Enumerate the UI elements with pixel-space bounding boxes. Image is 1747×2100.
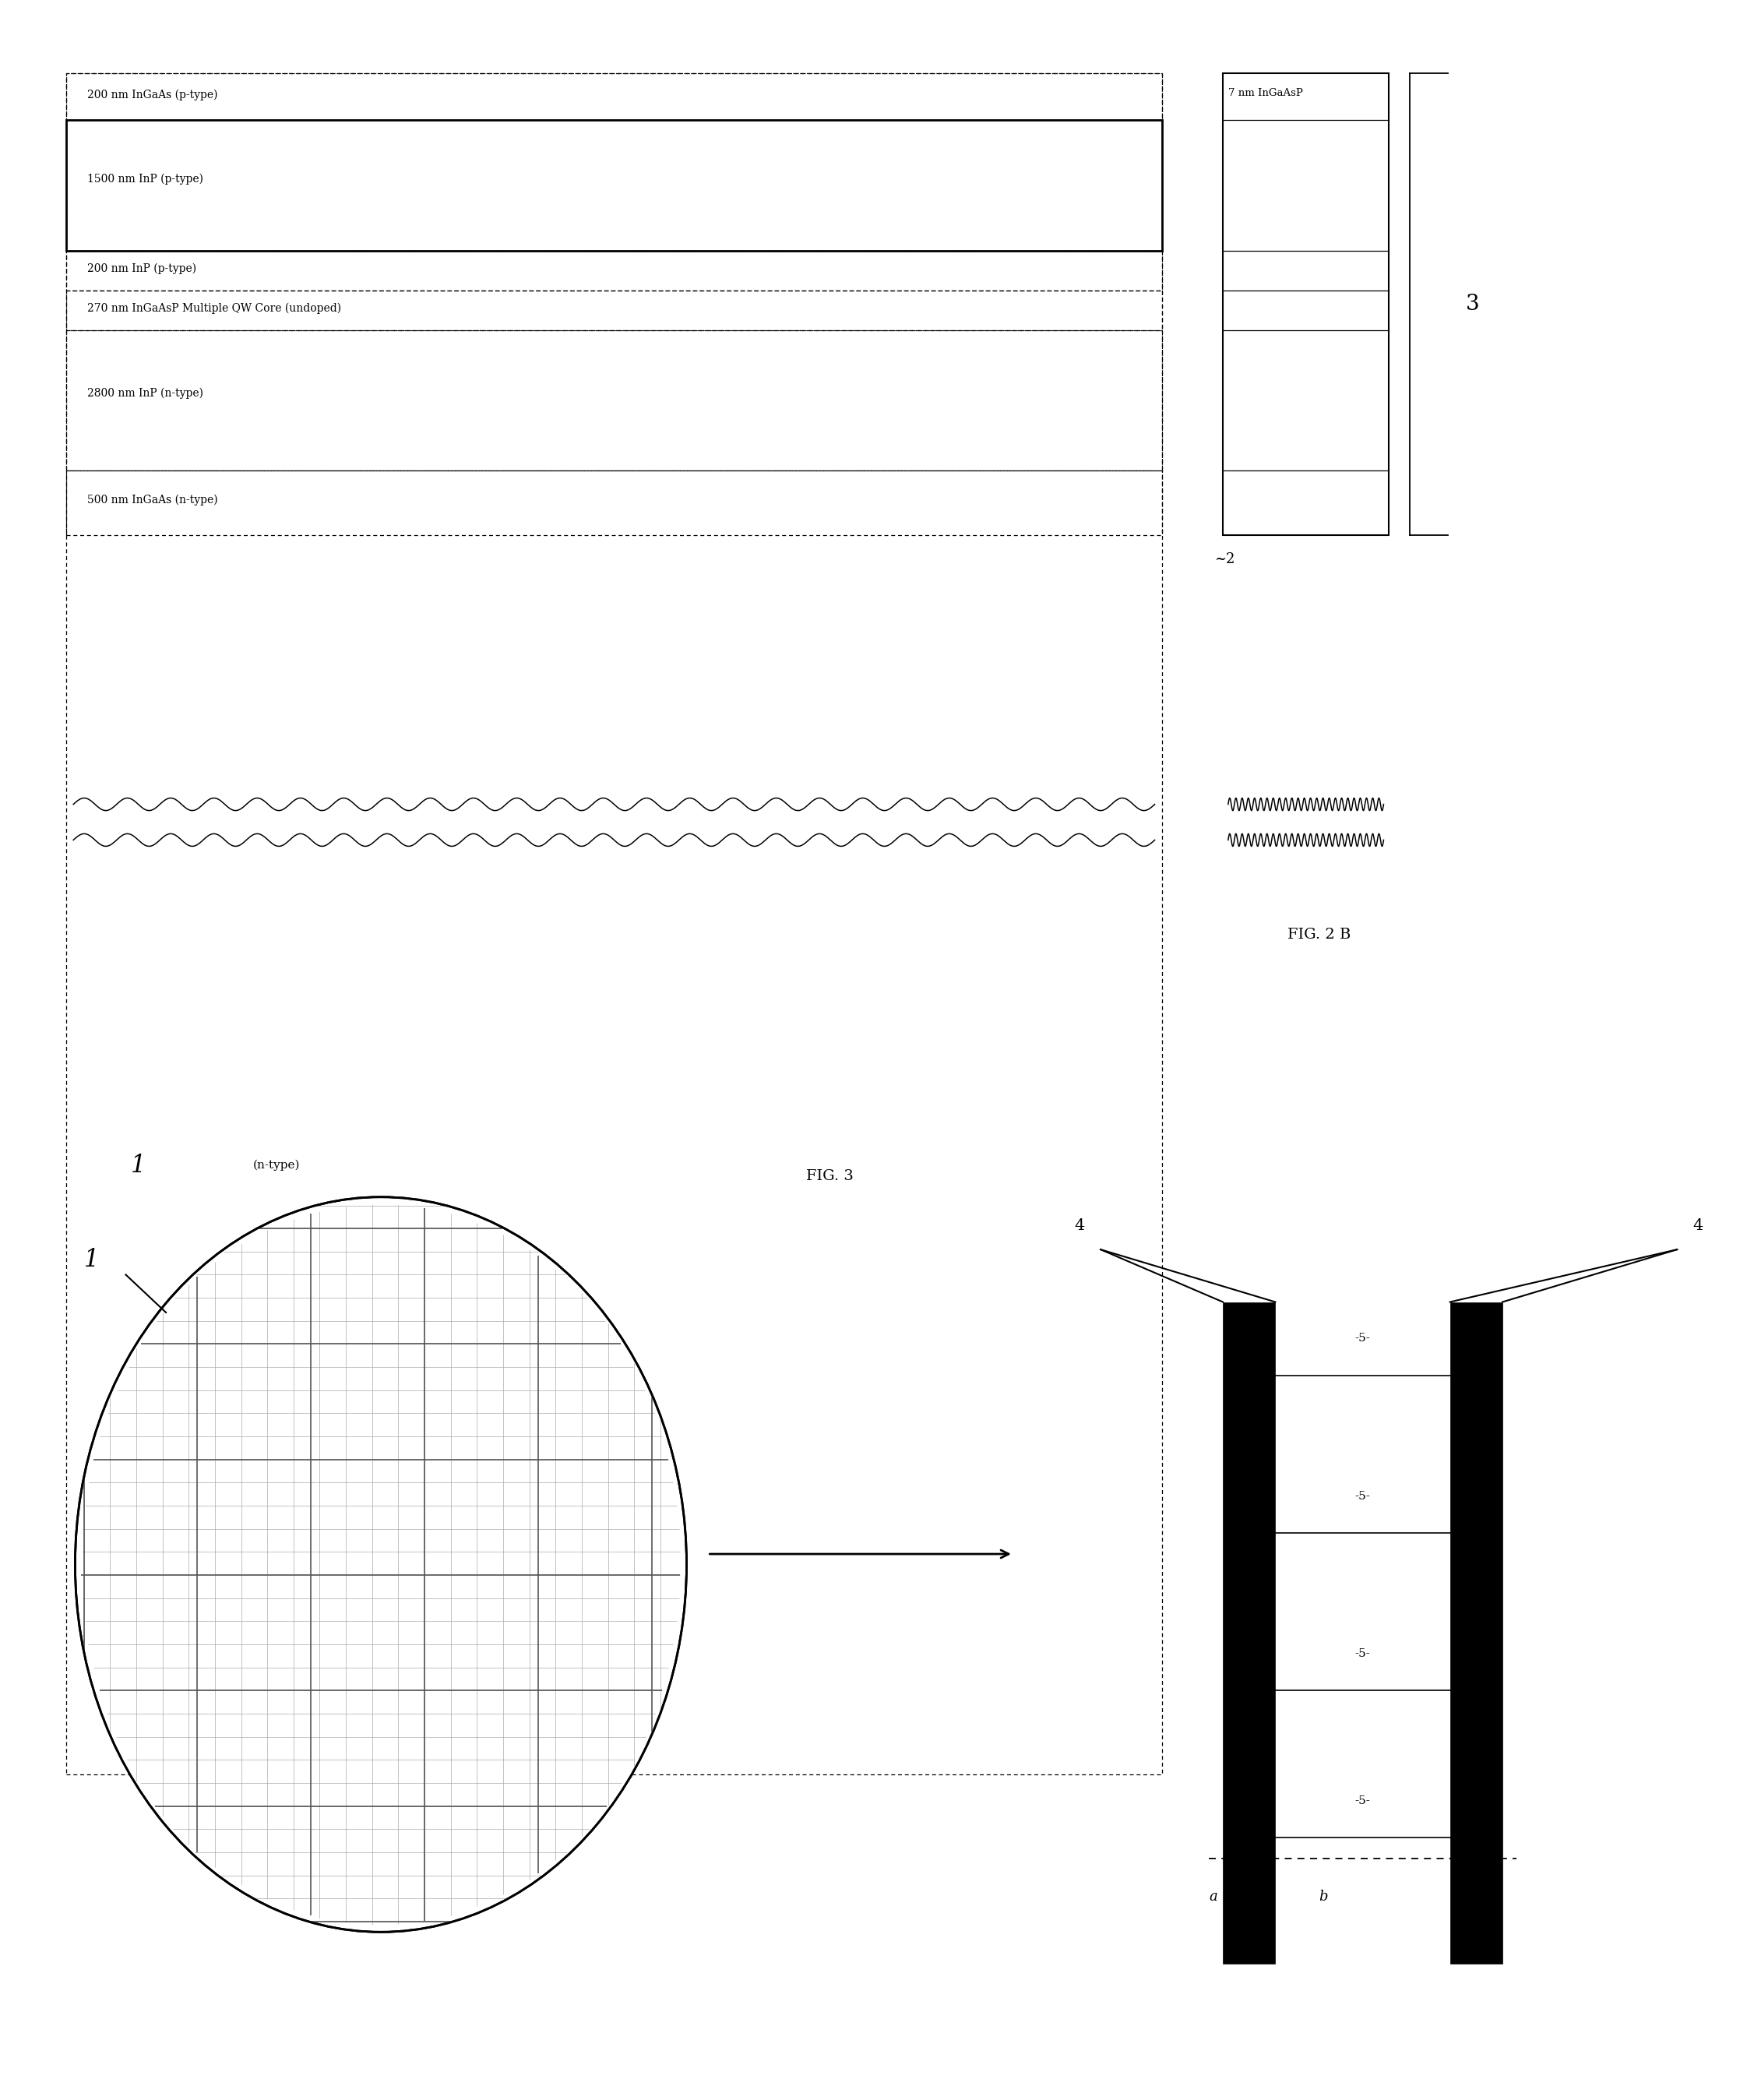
Text: 3: 3 [1466,294,1480,315]
Text: (n-type): (n-type) [253,1159,300,1172]
Text: 4: 4 [1693,1218,1703,1233]
Text: FIG. 3: FIG. 3 [805,1170,854,1182]
Bar [66,74,1162,120]
Text: 200 nm InGaAs (p-type): 200 nm InGaAs (p-type) [87,88,218,101]
Text: 500 nm InGaAs (n-type): 500 nm InGaAs (n-type) [87,493,218,506]
Bar [1223,1302,1275,1964]
Bar [66,250,1162,290]
Text: -5-: -5- [1356,1334,1370,1344]
Bar [1223,74,1389,536]
Text: -5-: -5- [1356,1491,1370,1501]
Text: -5-: -5- [1356,1648,1370,1659]
Text: 4: 4 [1074,1218,1085,1233]
Text: 2800 nm InP (n-type): 2800 nm InP (n-type) [87,388,203,399]
Text: ~2: ~2 [1214,552,1235,567]
Text: -5-: -5- [1356,1795,1370,1806]
Bar [1450,1302,1502,1964]
Bar [66,120,1162,250]
Circle shape [75,1197,687,1932]
Text: a: a [1209,1890,1218,1905]
Text: 7 nm InGaAsP: 7 nm InGaAsP [1228,88,1303,99]
Bar [66,470,1162,536]
Text: b: b [1319,1890,1328,1905]
Text: 200 nm InP (p-type): 200 nm InP (p-type) [87,262,196,275]
Bar [66,330,1162,470]
Text: 1500 nm InP (p-type): 1500 nm InP (p-type) [87,174,203,185]
Text: 1: 1 [131,1153,147,1178]
Text: 270 nm InGaAsP Multiple QW Core (undoped): 270 nm InGaAsP Multiple QW Core (undoped… [87,302,341,315]
Bar [66,74,1162,1774]
Bar [66,290,1162,330]
Text: FIG. 2 B: FIG. 2 B [1288,928,1350,941]
Text: 1: 1 [84,1247,100,1273]
